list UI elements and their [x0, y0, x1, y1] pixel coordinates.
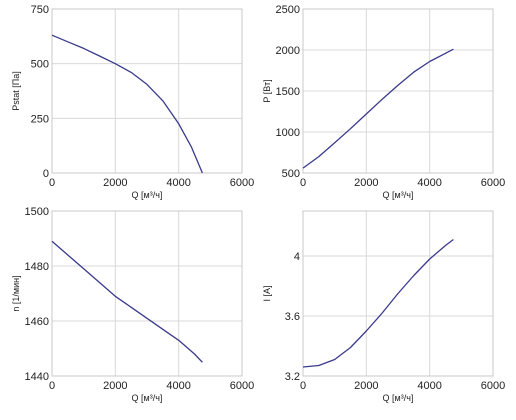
x-tick-label: 0: [300, 177, 306, 189]
x-tick-label: 6000: [230, 380, 254, 392]
y-axis-label: Pstat [Па]: [11, 71, 21, 111]
y-tick-label: 0: [43, 168, 49, 180]
x-axis-label: Q [м³/ч]: [132, 190, 163, 200]
x-tick-label: 0: [49, 380, 55, 392]
y-tick-label: 500: [282, 168, 300, 180]
plot-frame: [302, 8, 494, 174]
series-line: [51, 240, 203, 363]
y-tick-label: 1460: [25, 316, 49, 328]
y-axis-label: n [1/мин]: [11, 275, 21, 311]
x-tick-label: 6000: [481, 177, 505, 189]
plot-area: [52, 211, 242, 376]
y-tick-label: 2000: [276, 45, 300, 57]
y-tick-label: 1440: [25, 371, 49, 383]
y-tick-label: 2500: [276, 4, 300, 16]
plot-area: [52, 9, 242, 173]
chart-panel-2: 0 2000 4000 6000 500 1000 1500 2000 2500 Q [м³/ч]…: [262, 4, 505, 200]
chart-panel-4: 0 2000 4000 6000 3.2 3.6 4 Q [м³/ч] I [А]: [262, 210, 505, 403]
y-tick-label: 4: [294, 251, 300, 263]
x-tick-label: 4000: [166, 380, 190, 392]
x-tick-label: 4000: [417, 380, 441, 392]
series-line: [302, 48, 454, 169]
y-tick-label: 1000: [276, 127, 300, 139]
x-tick-label: 0: [300, 380, 306, 392]
x-axis-label: Q [м³/ч]: [383, 393, 414, 403]
x-tick-label: 2000: [354, 380, 378, 392]
x-tick-label: 2000: [103, 177, 127, 189]
series-line: [51, 34, 203, 174]
chart-panel-1: 0 2000 4000 6000 0 250 500 750 Q [м³/ч] Pstat [Па…: [11, 4, 254, 200]
x-tick-label: 0: [49, 177, 55, 189]
chart-panel-3: 0 2000 4000 6000 1440 1460 1480 1500 Q [м³/ч] n […: [11, 206, 254, 403]
x-tick-label: 6000: [230, 177, 254, 189]
x-tick-label: 4000: [417, 177, 441, 189]
y-tick-label: 3.2: [285, 371, 300, 383]
y-tick-label: 500: [31, 59, 49, 71]
y-tick-label: 1500: [25, 206, 49, 218]
y-tick-label: 3.6: [285, 311, 300, 323]
x-axis-label: Q [м³/ч]: [383, 190, 414, 200]
y-tick-label: 250: [31, 113, 49, 125]
x-tick-label: 2000: [354, 177, 378, 189]
plot-frame: [51, 8, 243, 174]
y-tick-label: 750: [31, 4, 49, 16]
plot-frame: [302, 210, 494, 377]
x-axis-label: Q [м³/ч]: [132, 393, 163, 403]
y-axis-label: P [Вт]: [262, 79, 272, 102]
series-line: [302, 238, 454, 368]
y-tick-label: 1500: [276, 86, 300, 98]
x-tick-label: 6000: [481, 380, 505, 392]
y-axis-label: I [А]: [262, 285, 272, 301]
x-tick-label: 4000: [166, 177, 190, 189]
y-tick-label: 1480: [25, 261, 49, 273]
plot-frame: [51, 210, 243, 377]
x-tick-label: 2000: [103, 380, 127, 392]
